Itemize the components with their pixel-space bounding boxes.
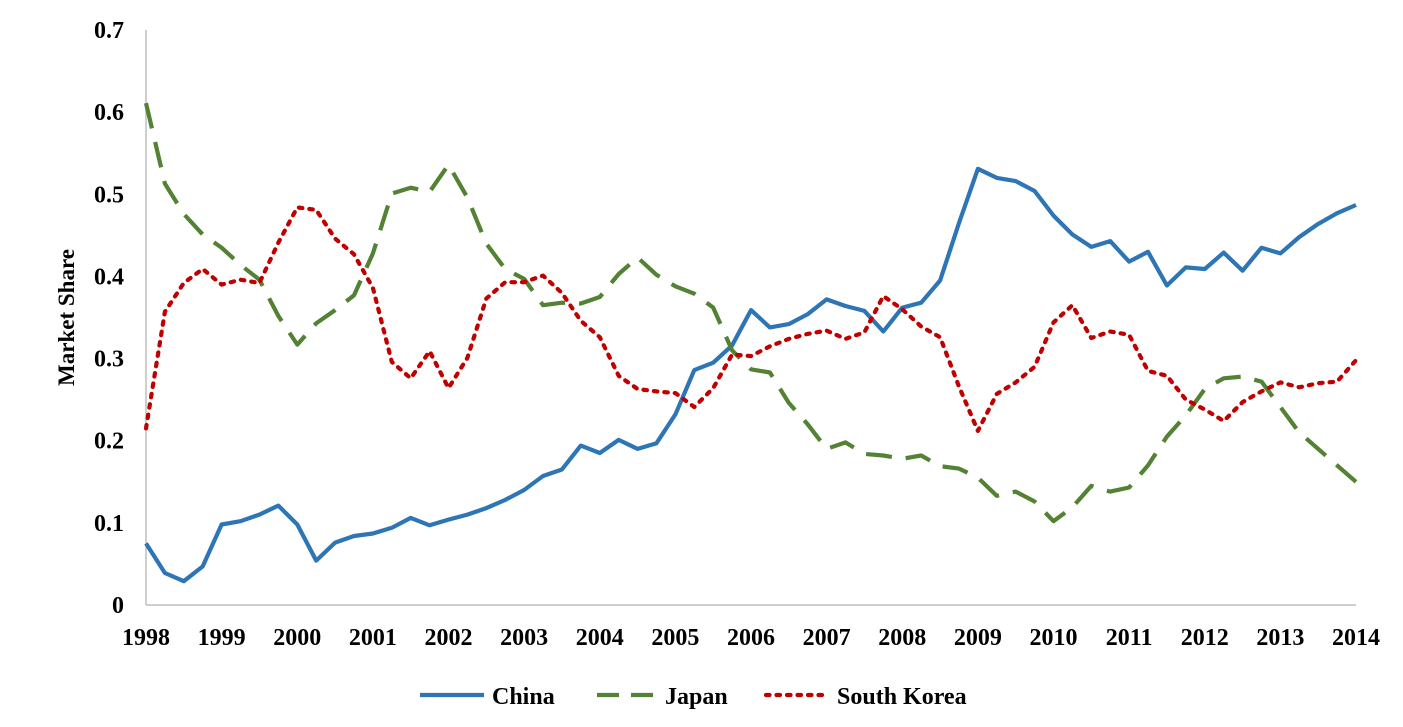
x-tick-label: 1998: [122, 625, 170, 651]
y-tick-labels: 0 0.1 0.2 0.3 0.4 0.5 0.6 0.7: [94, 18, 124, 619]
legend: China Japan South Korea: [420, 684, 967, 710]
series-line-south-korea: [143, 205, 1359, 433]
x-tick-label: 2005: [651, 625, 699, 651]
x-tick-label: 2010: [1030, 625, 1078, 651]
y-tick-label: 0.2: [94, 429, 124, 455]
x-tick-label: 2006: [727, 625, 775, 651]
x-tick-label: 2003: [500, 625, 548, 651]
x-tick-label: 1999: [198, 625, 246, 651]
x-tick-label: 2004: [576, 625, 624, 651]
x-tick-label: 2001: [349, 625, 397, 651]
legend-label-south-korea: South Korea: [837, 684, 967, 710]
series-layer: [143, 102, 1359, 584]
x-tick-label: 2012: [1181, 625, 1229, 651]
y-tick-label: 0: [112, 593, 124, 619]
y-axis-title: Market Share: [54, 249, 79, 386]
x-tick-label: 2007: [803, 625, 851, 651]
x-tick-label: 2002: [425, 625, 473, 651]
y-tick-label: 0.6: [94, 100, 124, 126]
axes: [145, 30, 1356, 606]
y-tick-label: 0.3: [94, 347, 124, 373]
x-tick-labels: 1998 1999 2000 2001 2002 2003 2004 2005 2006 2007…: [122, 625, 1380, 651]
legend-label-japan: Japan: [665, 684, 728, 710]
x-tick-label: 2000: [273, 625, 321, 651]
x-tick-label: 2013: [1256, 625, 1304, 651]
series-line-china: [144, 166, 1357, 584]
x-tick-label: 2009: [954, 625, 1002, 651]
series-line-japan: [143, 102, 1358, 524]
y-tick-label: 0.7: [94, 18, 124, 44]
x-tick-label: 2011: [1106, 625, 1153, 651]
legend-label-china: China: [492, 684, 555, 710]
x-tick-label: 2014: [1332, 625, 1380, 651]
x-tick-label: 2008: [878, 625, 926, 651]
y-tick-label: 0.4: [94, 264, 124, 290]
y-tick-label: 0.1: [94, 511, 124, 537]
y-tick-label: 0.5: [94, 182, 124, 208]
